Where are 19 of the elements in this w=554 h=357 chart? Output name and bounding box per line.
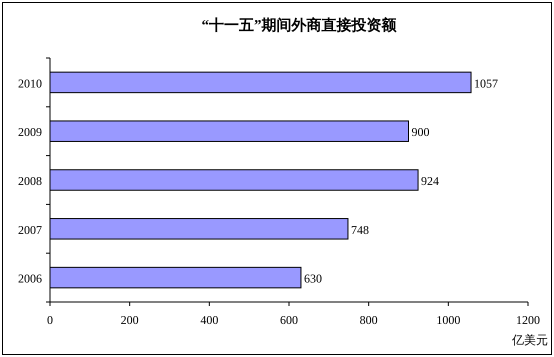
xtick: 1000 <box>436 313 460 327</box>
data-label: 1057 <box>474 76 498 90</box>
xlabel: 亿美元 <box>512 333 548 347</box>
data-label: 630 <box>304 272 322 286</box>
xtick: 400 <box>200 313 218 327</box>
data-label: 900 <box>412 125 430 140</box>
ytick: 2006 <box>18 272 42 286</box>
ytick: 2008 <box>18 174 42 188</box>
xtick: 200 <box>120 313 139 327</box>
ytick: 2010 <box>18 76 42 90</box>
xtick: 0 <box>47 313 53 327</box>
title: “十一五”期间外商直接投资额 <box>202 18 396 34</box>
ytick: 2009 <box>18 125 42 140</box>
xtick: 800 <box>360 313 378 327</box>
xtick: 1200 <box>516 313 540 327</box>
data-label: 924 <box>421 174 440 188</box>
ytick: 2007 <box>18 222 42 237</box>
xtick: 600 <box>280 313 298 327</box>
data-label: 748 <box>350 222 369 237</box>
